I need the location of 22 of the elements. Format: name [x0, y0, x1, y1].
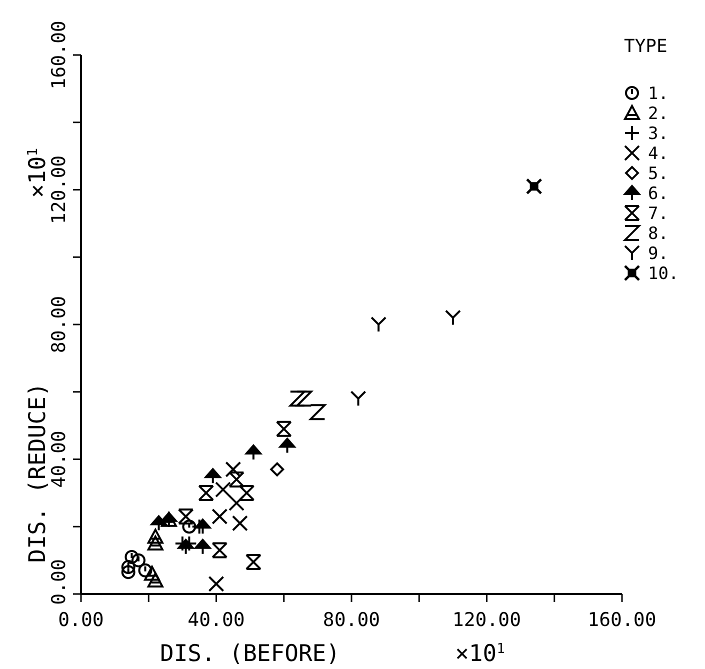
legend-title: TYPE	[624, 36, 668, 57]
y-tick-label: 120.00	[48, 155, 70, 224]
x-tick-label: 80.00	[322, 609, 380, 631]
legend-label: 1.	[648, 84, 668, 104]
legend-label: 9.	[648, 244, 668, 264]
x-tick-label: 160.00	[588, 609, 656, 631]
y-tick-label: 40.00	[48, 430, 70, 488]
legend-label: 8.	[648, 224, 668, 244]
legend-label: 5.	[648, 164, 668, 184]
y-tick-label: 160.00	[48, 20, 70, 90]
y-axis-title: DIS. (REDUCE)	[25, 382, 51, 563]
legend-label: 4.	[648, 144, 668, 164]
legend-label: 7.	[648, 204, 668, 224]
x-axis-title: DIS. (BEFORE)	[160, 641, 340, 667]
y-tick-label: 80.00	[48, 296, 70, 354]
legend-label: 3.	[648, 124, 668, 144]
legend-label: 6.	[648, 184, 668, 204]
x-tick-label: 40.00	[188, 609, 245, 631]
legend-label: 10.	[648, 264, 679, 284]
text: ×10$^{1}$	[455, 641, 505, 667]
legend-label: 2.	[648, 104, 668, 124]
x-tick-label: 120.00	[452, 609, 522, 631]
